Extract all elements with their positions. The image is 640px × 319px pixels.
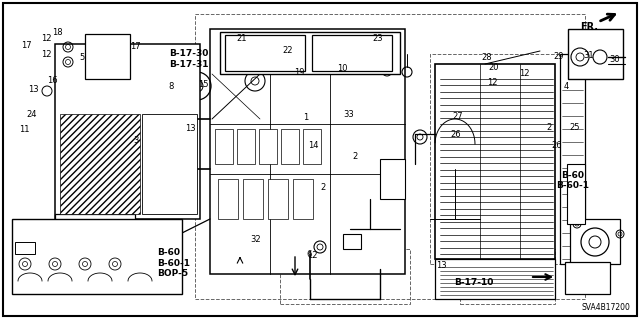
Bar <box>380 159 405 199</box>
Text: 29: 29 <box>554 52 564 61</box>
Text: SVA4B17200: SVA4B17200 <box>581 302 630 311</box>
Text: B-60
B-60-1: B-60 B-60-1 <box>556 171 589 190</box>
Text: 26: 26 <box>552 141 562 150</box>
Bar <box>293 179 313 219</box>
Circle shape <box>109 258 121 270</box>
Circle shape <box>79 258 91 270</box>
Text: 17: 17 <box>22 41 32 50</box>
Bar <box>312 35 392 71</box>
Text: 3: 3 <box>133 136 138 145</box>
Text: 5: 5 <box>79 53 84 62</box>
Bar <box>142 114 197 214</box>
Text: 21: 21 <box>237 34 247 43</box>
Bar <box>195 14 585 299</box>
Bar <box>280 249 410 304</box>
Bar <box>268 179 288 219</box>
Text: 1: 1 <box>303 113 308 122</box>
Text: 2: 2 <box>321 183 326 192</box>
Text: 23: 23 <box>372 34 383 43</box>
Bar <box>55 44 200 219</box>
Text: B-17-30
B-17-31: B-17-30 B-17-31 <box>170 49 209 69</box>
Text: 11: 11 <box>19 125 29 134</box>
Text: 26: 26 <box>451 130 461 139</box>
Bar <box>12 219 182 294</box>
Text: 12: 12 <box>488 78 498 87</box>
Circle shape <box>49 258 61 270</box>
Bar <box>60 114 140 214</box>
Bar <box>237 129 255 164</box>
Text: 27: 27 <box>452 112 463 121</box>
Text: 32: 32 <box>251 235 261 244</box>
Bar <box>215 129 233 164</box>
Bar <box>568 29 623 79</box>
Bar <box>565 262 610 294</box>
Text: 30: 30 <box>609 55 620 63</box>
Bar <box>560 54 585 264</box>
Bar <box>225 35 305 71</box>
Bar <box>460 249 555 304</box>
Bar <box>243 179 263 219</box>
Text: 13: 13 <box>28 85 38 94</box>
Text: 15: 15 <box>198 80 209 89</box>
Bar <box>55 214 135 264</box>
Text: 19: 19 <box>294 68 305 77</box>
Text: 6: 6 <box>307 250 312 259</box>
Text: 4: 4 <box>564 82 569 91</box>
Bar <box>259 129 277 164</box>
Bar <box>303 129 321 164</box>
Text: B-17-10: B-17-10 <box>454 278 493 287</box>
Bar <box>570 219 620 264</box>
Text: 25: 25 <box>570 123 580 132</box>
Text: 16: 16 <box>47 76 58 85</box>
Bar <box>218 179 238 219</box>
Text: B-60
B-60-1
BOP-5: B-60 B-60-1 BOP-5 <box>157 248 190 278</box>
Text: FR.: FR. <box>580 22 598 32</box>
Bar <box>435 64 555 259</box>
Bar <box>210 29 405 274</box>
Bar <box>220 32 400 74</box>
Text: 12: 12 <box>41 34 51 43</box>
Text: 22: 22 <box>283 46 293 55</box>
Text: 2: 2 <box>547 123 552 132</box>
Text: 8: 8 <box>169 82 174 91</box>
Text: 20: 20 <box>489 63 499 72</box>
Bar <box>281 129 299 164</box>
Circle shape <box>19 258 31 270</box>
Text: 13: 13 <box>436 261 447 270</box>
Text: 28: 28 <box>481 53 492 62</box>
Text: 18: 18 <box>52 28 63 37</box>
Bar <box>430 54 570 264</box>
Text: 24: 24 <box>27 110 37 119</box>
Text: 14: 14 <box>308 141 319 150</box>
Text: 12: 12 <box>307 251 317 260</box>
Bar <box>343 234 361 249</box>
Bar <box>85 34 130 79</box>
Bar <box>15 242 35 254</box>
Text: 12: 12 <box>41 50 51 59</box>
Text: 17: 17 <box>131 42 141 51</box>
Text: 31: 31 <box>584 51 594 60</box>
Bar <box>567 164 585 224</box>
Text: 10: 10 <box>337 64 348 73</box>
Bar <box>435 259 555 299</box>
Text: 33: 33 <box>344 110 354 119</box>
Text: 2: 2 <box>353 152 358 161</box>
Text: 13: 13 <box>186 124 196 133</box>
Text: 12: 12 <box>520 69 530 78</box>
